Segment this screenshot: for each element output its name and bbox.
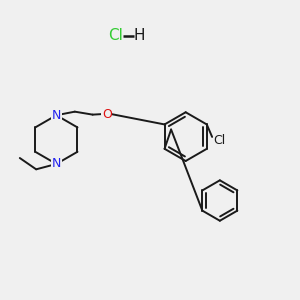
Text: N: N [52,158,61,170]
Text: H: H [134,28,145,43]
Text: Cl: Cl [213,134,226,147]
Text: N: N [52,109,61,122]
Text: O: O [102,107,112,121]
Text: Cl: Cl [108,28,123,43]
